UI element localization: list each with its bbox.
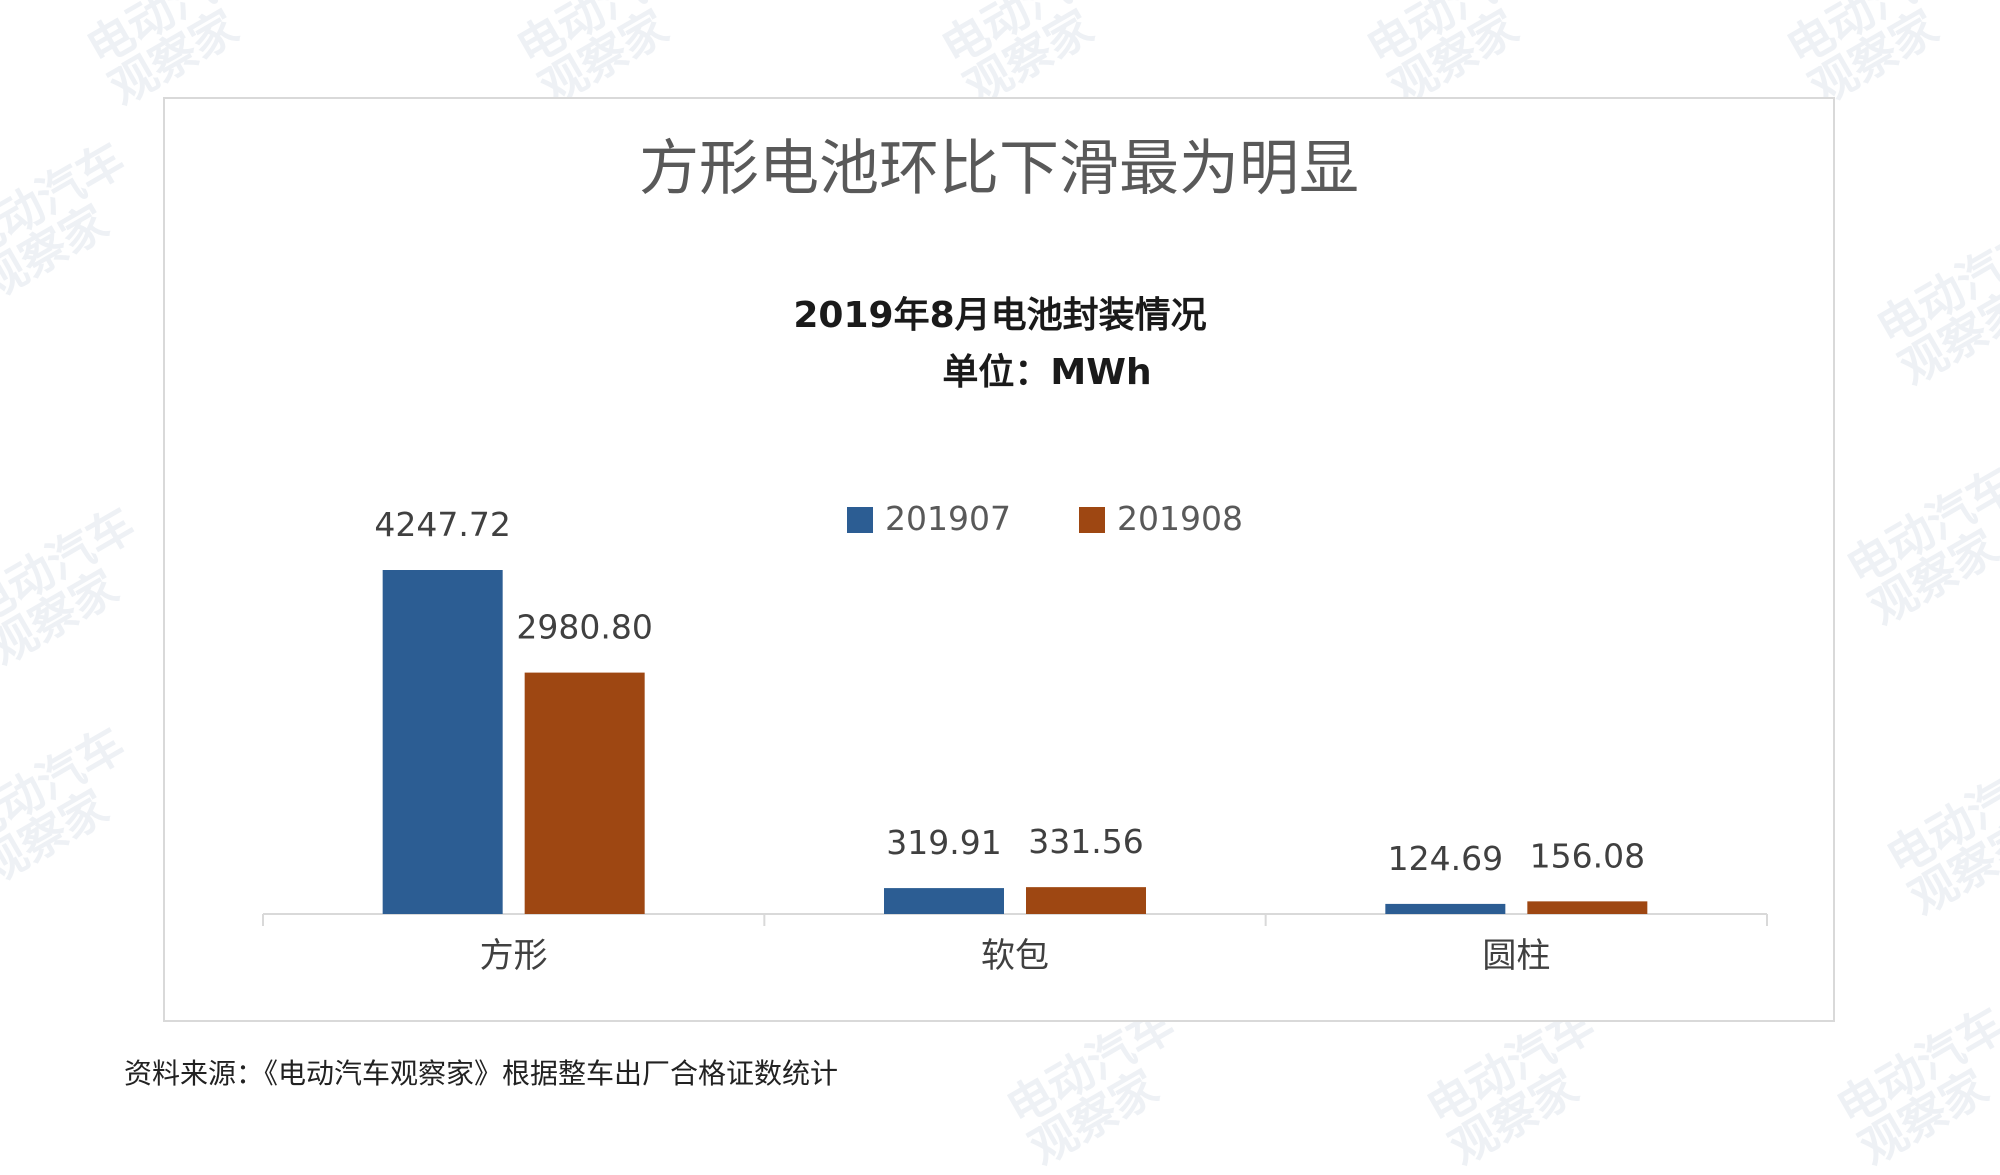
- chart-svg: 方形电池环比下滑最为明显 2019年8月电池封装情况 单位：MWh 201907…: [262, 134, 1768, 976]
- chart-legend: 201907 201908: [847, 499, 1243, 538]
- chart-unit-label: 单位：MWh: [942, 352, 1151, 393]
- bar-series1: [382, 570, 503, 914]
- legend-label: 201908: [1117, 499, 1243, 538]
- bar-series1: [1385, 903, 1506, 914]
- watermark-text: 电动汽车 观察家: [0, 717, 155, 896]
- data-label: 156.08: [1530, 836, 1645, 875]
- data-label: 331.56: [1028, 822, 1143, 861]
- bar-series2: [1527, 901, 1648, 914]
- data-label: 2980.80: [516, 608, 652, 647]
- watermark-text: 电动汽车 观察家: [1837, 457, 2000, 636]
- chart-area: 方形电池环比下滑最为明显 2019年8月电池封装情况 单位：MWh 201907…: [163, 97, 1835, 1022]
- bar-series2: [524, 672, 645, 914]
- plot-area: 4247.72 2980.80 方形 319.91 331.56 软包 124.69 156.…: [262, 505, 1768, 976]
- watermark-text: 电动汽车 观察家: [1417, 997, 1624, 1175]
- watermark-text: 电动汽车 观察家: [0, 132, 155, 311]
- legend-swatch: [847, 507, 873, 533]
- watermark-text: 电动汽车 观察家: [1777, 0, 1984, 115]
- watermark-text: 电动汽车 观察家: [997, 997, 1204, 1175]
- watermark-text: 电动汽车 观察家: [1827, 997, 2000, 1175]
- category-label: 圆柱: [1482, 936, 1550, 976]
- watermark-text: 电动汽车 观察家: [1357, 0, 1564, 115]
- source-note: 资料来源：《电动汽车观察家》根据整车出厂合格证数统计: [124, 1057, 839, 1090]
- watermark-text: 电动汽车 观察家: [932, 0, 1139, 115]
- data-label: 124.69: [1388, 839, 1503, 878]
- watermark-text: 电动汽车 观察家: [507, 0, 714, 115]
- category-label: 软包: [981, 936, 1049, 976]
- bar-series1: [884, 888, 1004, 914]
- watermark-text: 电动汽车 观察家: [1877, 747, 2000, 926]
- chart-subtitle: 2019年8月电池封装情况: [793, 295, 1206, 336]
- watermark-text: 电动汽车 观察家: [77, 0, 284, 115]
- data-label: 319.91: [886, 823, 1001, 862]
- data-label: 4247.72: [374, 505, 510, 544]
- category-label: 方形: [480, 936, 548, 976]
- watermark-text: 电动汽车 观察家: [0, 497, 165, 676]
- legend-swatch: [1079, 507, 1105, 533]
- watermark-text: 电动汽车 观察家: [1867, 217, 2000, 396]
- legend-label: 201907: [885, 499, 1011, 538]
- bar-series2: [1026, 887, 1146, 914]
- chart-title: 方形电池环比下滑最为明显: [639, 134, 1359, 204]
